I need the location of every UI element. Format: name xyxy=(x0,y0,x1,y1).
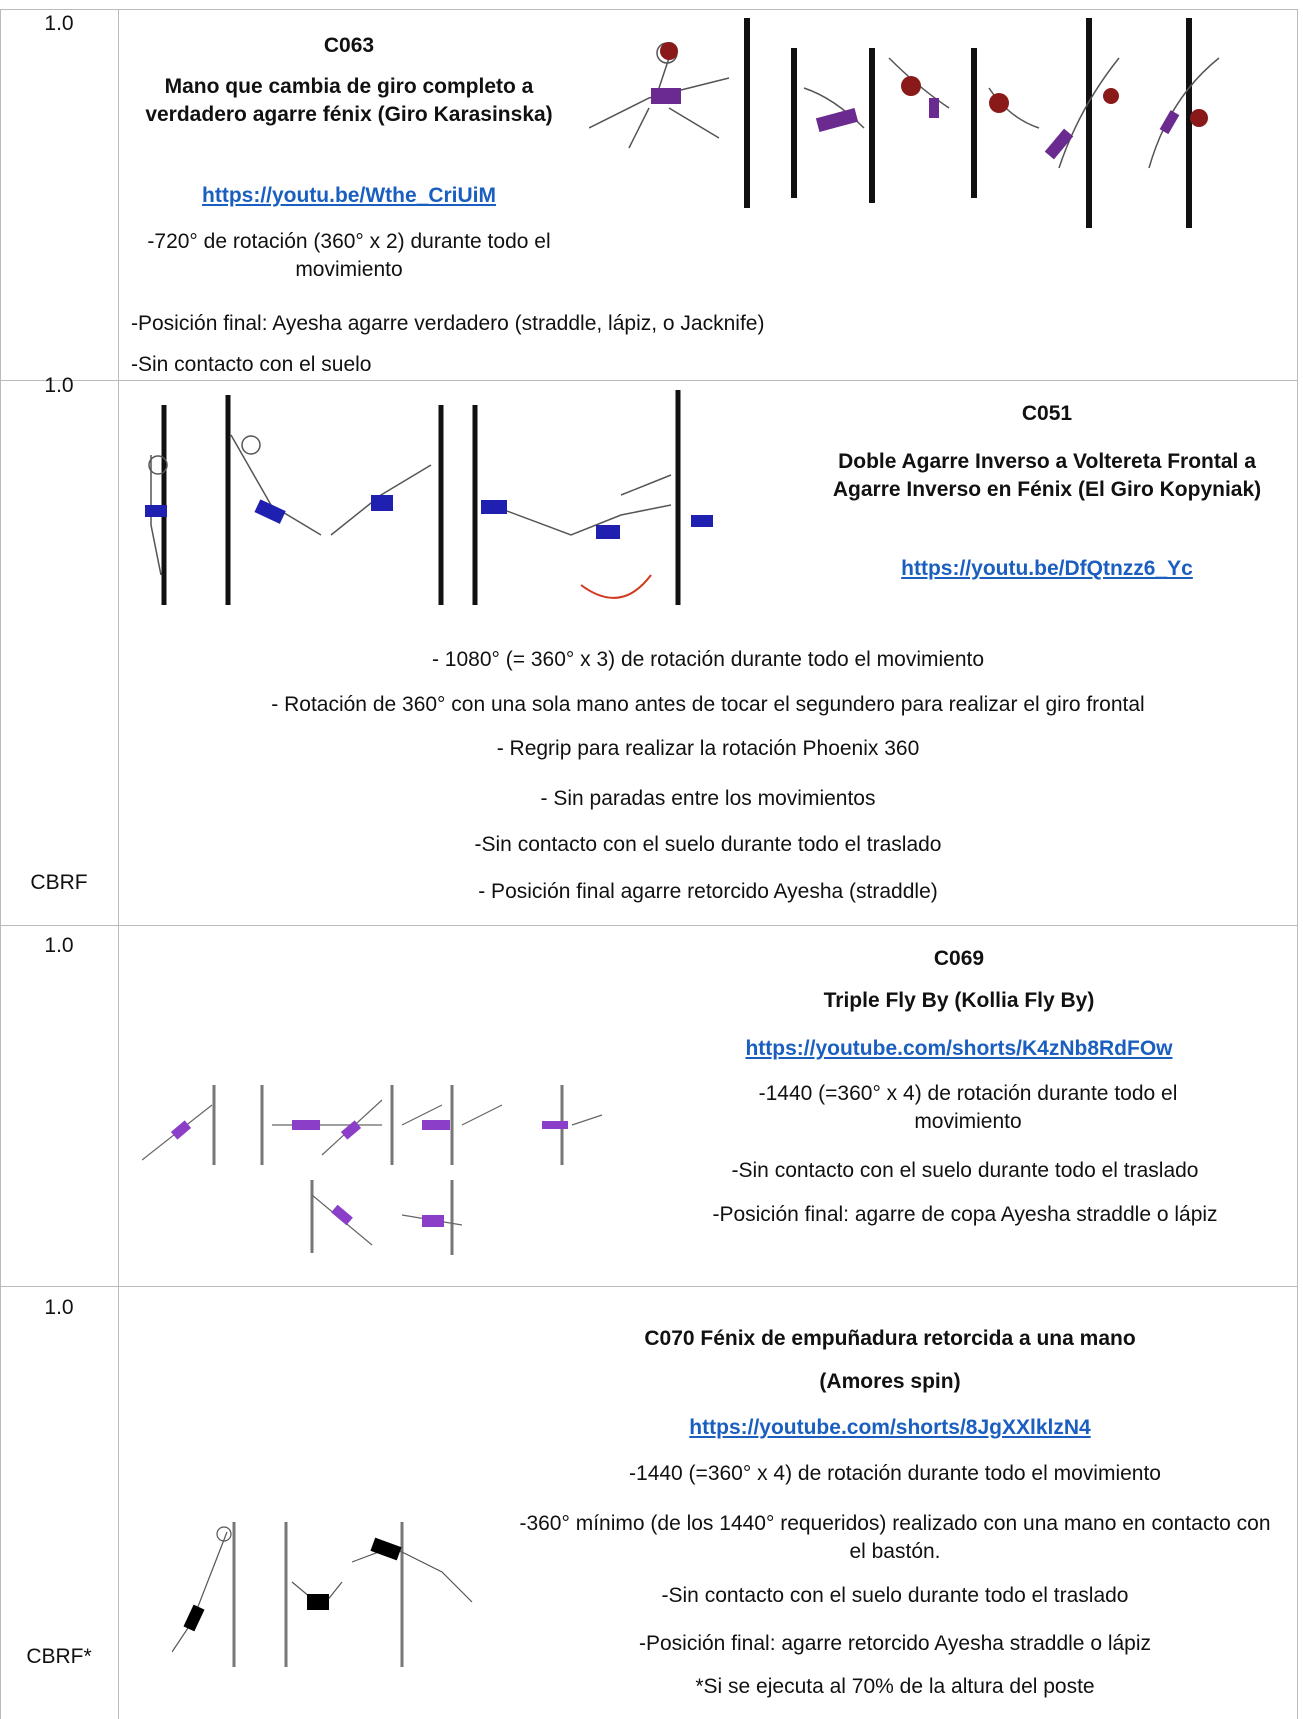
link[interactable]: https://youtube.com/shorts/8JgXXlklzN4 xyxy=(689,1416,1091,1439)
note: -Posición final: agarre de copa Ayesha s… xyxy=(712,1203,1218,1226)
note: -Sin contacto con el suelo xyxy=(131,353,372,376)
row-border xyxy=(0,1286,1298,1287)
note: -Sin contacto con el suelo durante todo … xyxy=(731,1159,1199,1182)
note: -Posición final: Ayesha agarre verdadero… xyxy=(131,312,765,335)
illustration xyxy=(589,18,1220,228)
note: -360° mínimo (de los 1440° requeridos) r… xyxy=(519,1512,1271,1563)
row-border xyxy=(0,9,1298,10)
title: C070 Fénix de empuñadura retorcida a una… xyxy=(644,1327,1136,1350)
subtitle: (Amores spin) xyxy=(819,1370,961,1393)
note: *Si se ejecuta al 70% de la altura del p… xyxy=(695,1675,1095,1698)
value: 1.0 xyxy=(44,934,74,957)
value: 1.0 xyxy=(44,1296,74,1319)
note: -720° de rotación (360° x 2) durante tod… xyxy=(147,230,551,281)
illustration xyxy=(145,390,713,605)
tag: CBRF* xyxy=(26,1645,92,1668)
note: -Sin contacto con el suelo durante todo … xyxy=(661,1584,1129,1607)
note: -Posición final: agarre retorcido Ayesha… xyxy=(638,1632,1152,1655)
tag: CBRF xyxy=(30,871,88,894)
note: -1440 (=360° x 4) de rotación durante to… xyxy=(629,1462,1161,1485)
row-border xyxy=(0,925,1298,926)
code: C069 xyxy=(933,947,985,970)
note: -1440 (=360° x 4) de rotación durante to… xyxy=(758,1082,1178,1133)
note: - Sin paradas entre los movimientos xyxy=(540,787,876,810)
row-border xyxy=(0,380,1298,381)
title: Triple Fly By (Kollia Fly By) xyxy=(823,989,1095,1012)
note: - Regrip para realizar la rotación Phoen… xyxy=(496,737,920,760)
code: C063 xyxy=(323,34,375,57)
note: - 1080° (= 360° x 3) de rotación durante… xyxy=(431,648,985,671)
link[interactable]: https://youtu.be/DfQtnzz6_Yc xyxy=(901,557,1193,580)
col-border xyxy=(0,9,1,1719)
note: -Sin contacto con el suelo durante todo … xyxy=(474,833,942,856)
link[interactable]: https://youtu.be/Wthe_CriUiM xyxy=(202,184,496,207)
title: Doble Agarre Inverso a Voltereta Frontal… xyxy=(832,450,1262,501)
link[interactable]: https://youtube.com/shorts/K4zNb8RdFOw xyxy=(745,1037,1173,1060)
col-border xyxy=(1297,9,1298,1719)
note: - Rotación de 360° con una sola mano ant… xyxy=(271,693,1145,716)
illustration xyxy=(142,1085,603,1255)
value: 1.0 xyxy=(44,374,74,397)
illustration xyxy=(172,1522,473,1667)
note: - Posición final agarre retorcido Ayesha… xyxy=(478,880,938,903)
col-border xyxy=(118,9,119,1719)
value: 1.0 xyxy=(44,12,74,35)
code: C051 xyxy=(1021,402,1073,425)
title: Mano que cambia de giro completo a verda… xyxy=(145,75,553,126)
